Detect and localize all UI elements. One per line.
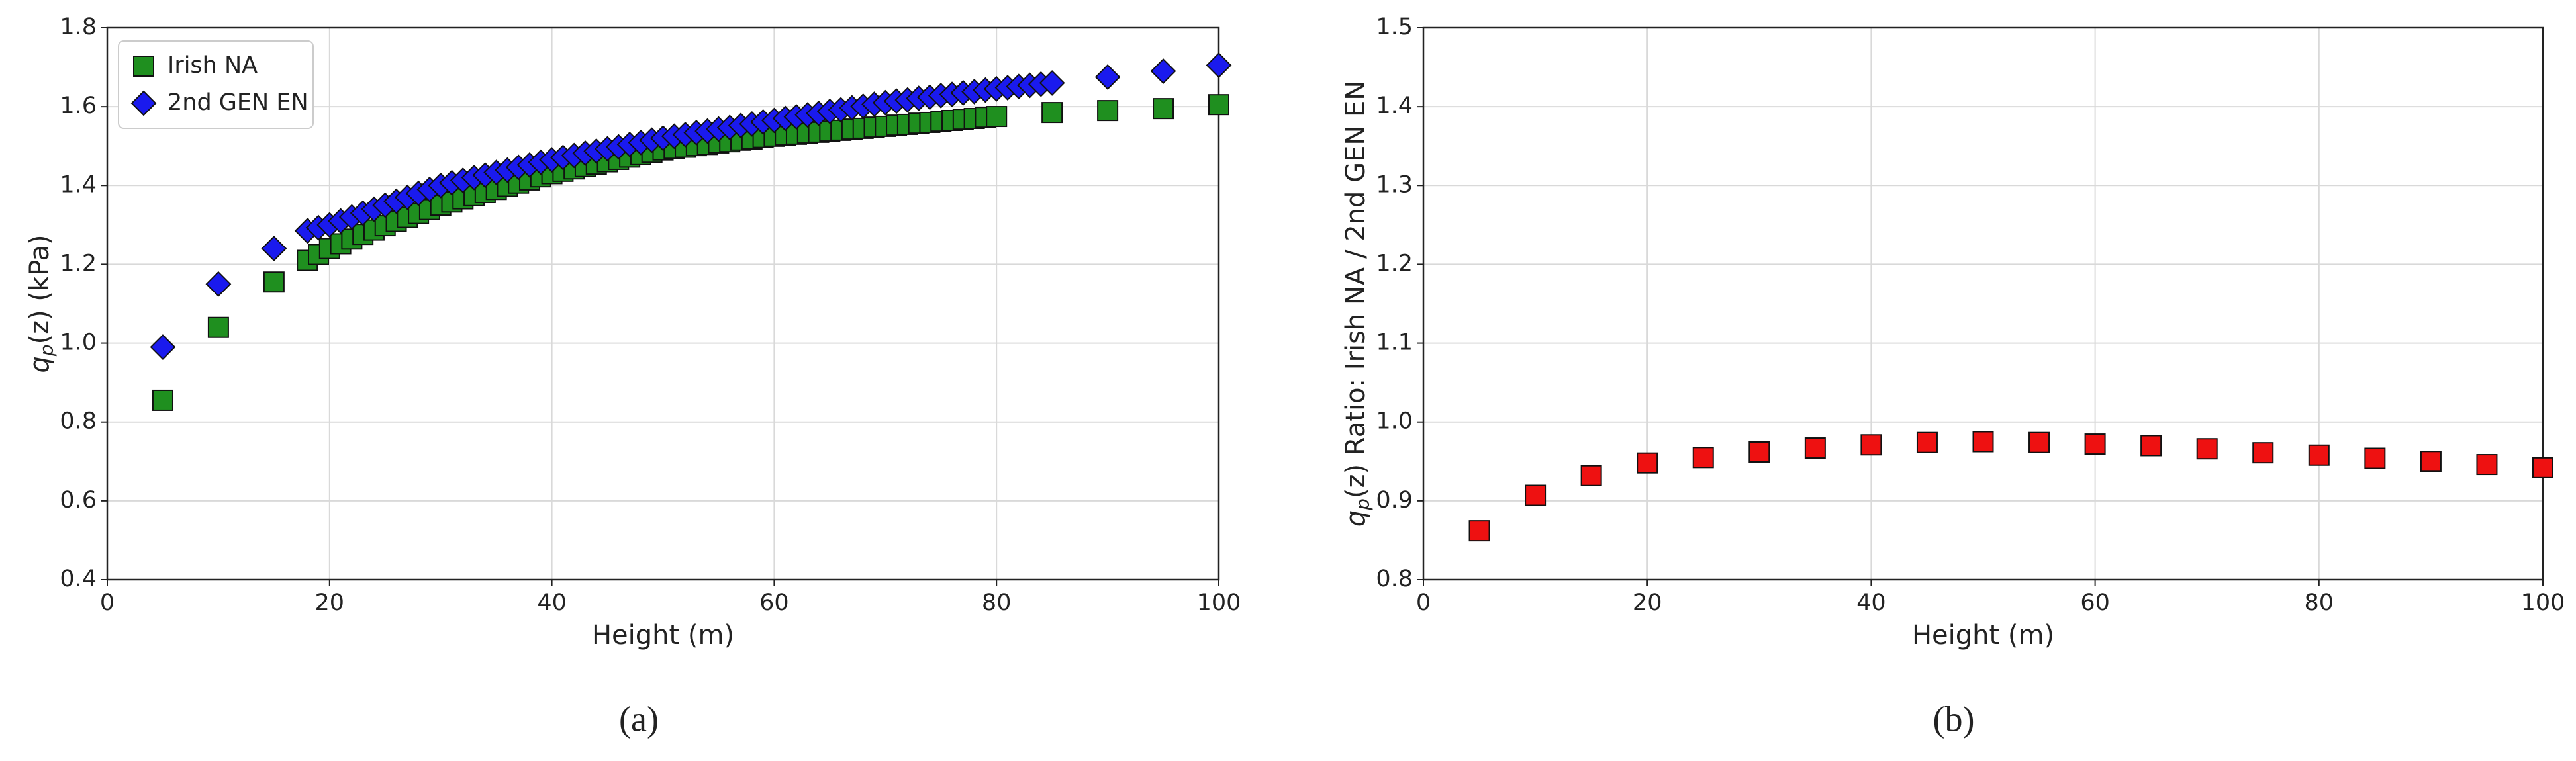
y-tick-label: 1.0 — [60, 330, 97, 356]
y-tick-label: 0.8 — [60, 408, 97, 435]
square-marker — [207, 316, 229, 338]
diamond-marker — [1150, 58, 1176, 84]
x-tick-label: 80 — [2305, 590, 2334, 616]
diamond-marker — [1094, 64, 1121, 90]
square-marker — [2140, 435, 2162, 457]
square-marker — [1041, 102, 1063, 124]
square-marker — [1580, 465, 1602, 486]
square-marker — [2420, 451, 2442, 472]
y-axis-label: qp(z) (kPa) — [24, 234, 58, 373]
square-marker — [1637, 452, 1658, 474]
y-label-rest: (z) (kPa) — [24, 234, 55, 344]
y-tick-label: 1.4 — [60, 171, 97, 198]
y-tick-label: 1.4 — [1376, 93, 1413, 119]
square-marker — [2364, 447, 2386, 469]
legend-box — [118, 40, 314, 129]
plot: 0 20 40 60 80 100 0.4 0.6 0.8 1.0 1.2 1.4 1.6 1.8 Heig… — [24, 14, 1241, 739]
x-tick-label: 80 — [982, 590, 1012, 616]
legend-label: 2nd GEN EN — [167, 89, 309, 116]
square-marker — [2308, 444, 2330, 466]
legend: Irish NA 2nd GEN EN — [118, 40, 314, 129]
y-tick-label: 1.5 — [1376, 14, 1413, 40]
y-tick-label: 0.6 — [60, 487, 97, 514]
legend-label: Irish NA — [167, 52, 258, 79]
y-label-symbol: q — [24, 356, 55, 373]
y-axis-label: qp(z) Ratio: Irish NA / 2nd GEN EN — [1341, 81, 1374, 527]
square-marker — [986, 106, 1008, 128]
square-marker — [1972, 431, 1994, 453]
x-tick-label: 0 — [100, 590, 115, 616]
diamond-marker — [1039, 69, 1065, 96]
y-tick-label: 1.2 — [60, 250, 97, 277]
square-marker — [263, 271, 285, 293]
square-marker — [2028, 431, 2050, 453]
square-marker — [1097, 100, 1119, 122]
legend-marker — [133, 56, 154, 77]
legend-marker — [130, 90, 157, 116]
x-tick-label: 60 — [2080, 590, 2110, 616]
square-marker — [1692, 447, 1714, 469]
square-marker — [1153, 98, 1174, 120]
y-tick-label: 1.3 — [1376, 171, 1413, 198]
y-label-subscript: p — [36, 344, 58, 357]
y-tick-label: 1.0 — [1376, 408, 1413, 435]
x-axis-label: Height (m) — [1912, 620, 2054, 650]
caption: (a) — [619, 699, 659, 739]
plot-frame — [106, 26, 1220, 581]
caption: (b) — [1933, 699, 1975, 739]
x-tick-label: 100 — [2521, 590, 2565, 616]
x-tick-label: 20 — [1633, 590, 1662, 616]
square-marker — [1468, 520, 1490, 542]
plot-frame — [1422, 26, 2544, 581]
y-tick-label: 1.8 — [60, 14, 97, 40]
square-marker — [1916, 431, 1938, 453]
x-tick-label: 0 — [1416, 590, 1431, 616]
square-marker — [2084, 433, 2106, 455]
y-tick-label: 0.8 — [1376, 566, 1413, 592]
square-marker — [152, 389, 173, 411]
y-label-symbol: q — [1341, 510, 1371, 527]
diamond-marker — [150, 334, 176, 360]
square-marker — [1804, 437, 1826, 459]
y-tick-label: 1.2 — [1376, 250, 1413, 277]
plot: 0 20 40 60 80 100 0.8 0.9 1.0 1.1 1.2 1.3 1.4 1.5 Heig… — [1341, 14, 2565, 739]
square-marker — [2476, 454, 2498, 476]
y-tick-label: 1.6 — [60, 93, 97, 119]
square-marker — [2252, 442, 2274, 464]
square-marker — [1208, 94, 1229, 116]
y-label-subscript: p — [1352, 498, 1374, 511]
diamond-marker — [1206, 52, 1232, 79]
y-tick-label: 1.1 — [1376, 330, 1413, 356]
diamond-marker — [261, 236, 287, 262]
square-marker — [2532, 457, 2553, 478]
x-tick-label: 40 — [1856, 590, 1886, 616]
y-tick-label: 0.4 — [60, 566, 97, 592]
x-axis-label: Height (m) — [592, 620, 734, 650]
square-marker — [1860, 434, 1882, 456]
x-tick-label: 100 — [1197, 590, 1241, 616]
square-marker — [1748, 441, 1770, 463]
y-tick-label: 0.9 — [1376, 487, 1413, 514]
diamond-marker — [205, 271, 232, 297]
x-tick-label: 20 — [315, 590, 345, 616]
x-tick-label: 60 — [759, 590, 789, 616]
y-label-rest: (z) Ratio: Irish NA / 2nd GEN EN — [1341, 81, 1371, 498]
x-tick-label: 40 — [537, 590, 567, 616]
square-marker — [2196, 438, 2218, 460]
square-marker — [1525, 484, 1547, 506]
